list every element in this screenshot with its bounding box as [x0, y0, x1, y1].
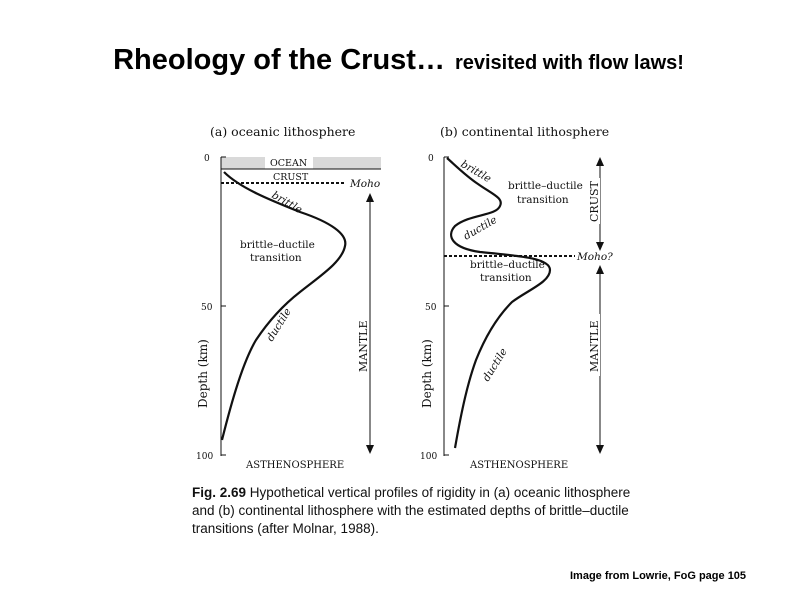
panel-b-asthenosphere-label: ASTHENOSPHERE	[469, 460, 568, 471]
image-credit: Image from Lowrie, FoG page 105	[570, 570, 747, 582]
panel-a-transition-label-1: brittle–ductile	[240, 239, 315, 251]
figure-caption-label: Fig. 2.69	[192, 485, 247, 500]
panel-b-depth-label: Depth (km)	[420, 339, 434, 408]
panel-b-title: (b) continental lithosphere	[440, 124, 609, 139]
panel-b-transition-upper-1: brittle–ductile	[508, 180, 583, 192]
slide-title-sub: revisited with flow laws!	[454, 52, 684, 74]
panel-b-mantle-label-bg	[586, 314, 600, 376]
panel-a-mantle-label-bg	[355, 316, 369, 376]
panel-b-tick-label-0: 0	[428, 154, 434, 164]
panel-b-moho-label: Moho?	[576, 251, 613, 263]
panel-a-rigidity-curve	[220, 171, 347, 441]
panel-a-title: (a) oceanic lithosphere	[210, 124, 355, 139]
panel-b-ductile-upper-label: ductile	[462, 214, 500, 243]
panel-b-mantle-arrow-bottom	[596, 445, 604, 454]
slide-title: Rheology of the Crust… revisited with fl…	[0, 44, 797, 77]
panel-b-transition-upper-2: transition	[517, 194, 569, 206]
panel-a-tick-label-100: 100	[196, 452, 213, 462]
panel-a-moho-label: Moho	[349, 178, 380, 190]
panel-b-mantle-label: MANTLE	[588, 320, 601, 372]
panel-b-mantle-arrow-top	[596, 265, 604, 274]
panel-a-mantle-arrow-bottom	[366, 445, 374, 454]
panel-a-ductile-label: ductile	[264, 306, 294, 343]
panel-b-crust-label: CRUST	[588, 180, 601, 222]
panel-b-crust-arrow-bottom	[596, 242, 604, 251]
panel-a: (a) oceanic lithosphere OCEAN CRUST Moho…	[196, 124, 381, 471]
panel-b-transition-lower-1: brittle–ductile	[470, 259, 545, 271]
panel-a-asthenosphere-label: ASTHENOSPHERE	[245, 460, 344, 471]
panel-a-depth-label: Depth (km)	[196, 339, 210, 408]
panel-a-transition-label-2: transition	[250, 252, 302, 264]
figure-caption-text: Hypothetical vertical profiles of rigidi…	[192, 485, 631, 536]
panel-a-mantle-arrow-top	[366, 193, 374, 202]
panel-a-ocean-label-bg	[265, 157, 313, 169]
slide-title-main: Rheology of the Crust…	[113, 44, 445, 76]
panel-b-rigidity-curve	[446, 157, 552, 449]
panel-a-ocean-label: OCEAN	[270, 158, 307, 169]
panel-b: (b) continental lithosphere 0 50 100 Dep…	[420, 124, 613, 471]
panel-b-transition-lower-2: transition	[480, 272, 532, 284]
panel-b-ductile-lower-label: ductile	[480, 346, 510, 383]
panel-b-crust-label-bg	[586, 178, 600, 224]
panel-b-crust-arrow-top	[596, 157, 604, 166]
panel-b-tick-label-100: 100	[420, 452, 437, 462]
panel-b-tick-label-50: 50	[425, 303, 437, 313]
panel-a-mantle-label: MANTLE	[357, 320, 370, 372]
panel-a-tick-label-50: 50	[201, 303, 213, 313]
panel-a-crust-label: CRUST	[273, 172, 309, 183]
figure-caption: Fig. 2.69 Hypothetical vertical profiles…	[192, 484, 642, 538]
panel-a-tick-label-0: 0	[204, 154, 210, 164]
